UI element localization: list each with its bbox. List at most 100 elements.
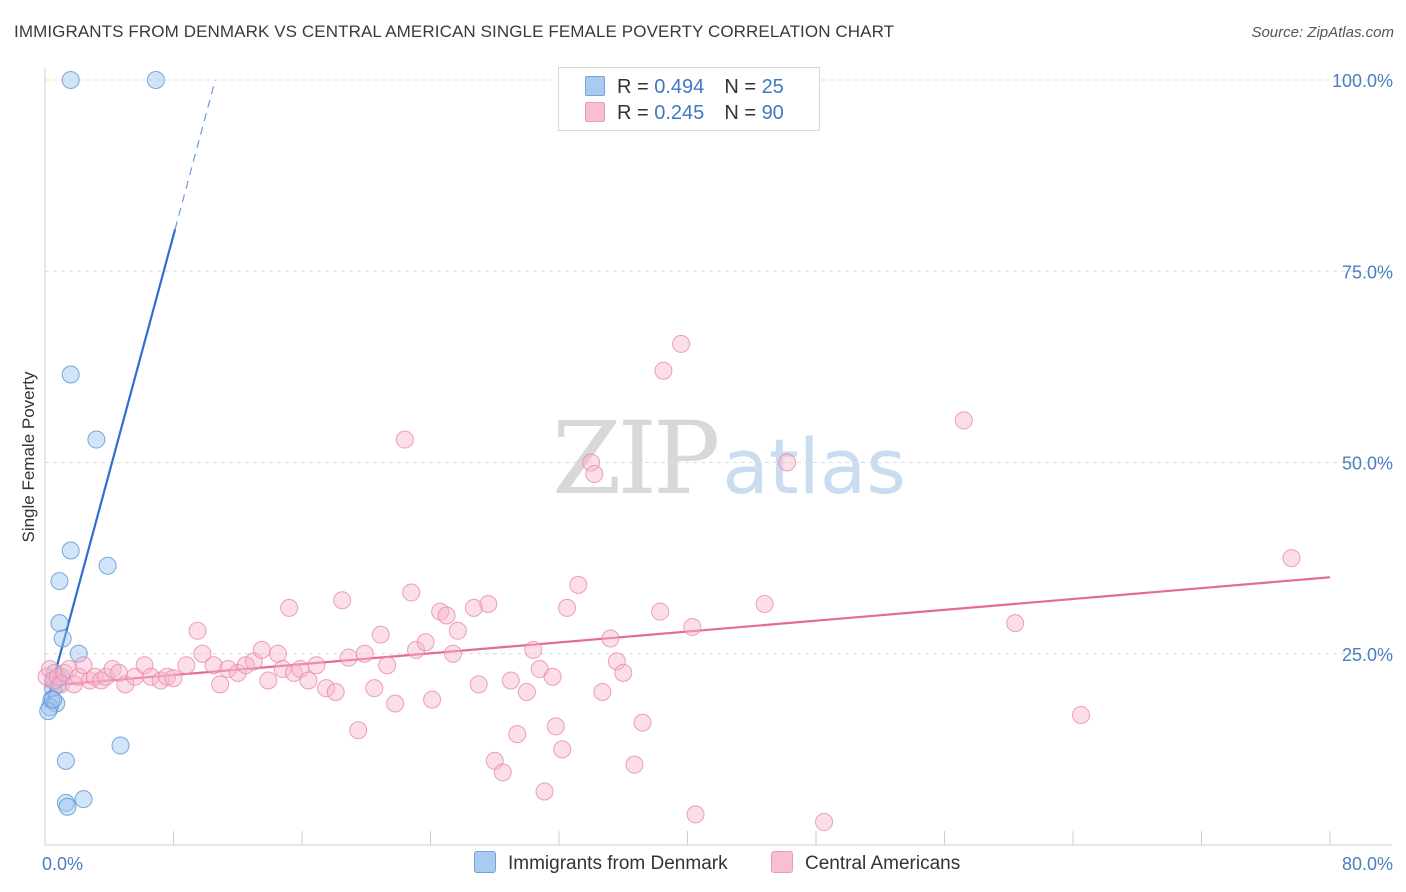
y-tick-label: 50.0% (1342, 454, 1393, 474)
central-americans-point (259, 671, 278, 690)
correlation-legend: R = 0.494 N = 25 R = 0.245 N = 90 (558, 67, 820, 131)
central-americans-point (268, 644, 287, 663)
central-americans-point (448, 621, 467, 640)
denmark-point (74, 790, 93, 809)
bottom-legend-label: Immigrants from Denmark (508, 853, 728, 874)
legend-row-denmark: R = 0.494 N = 25 (585, 76, 784, 102)
denmark-point (61, 541, 80, 560)
central-americans-point (607, 652, 626, 671)
central-americans-point (464, 598, 483, 617)
central-americans-point (543, 667, 562, 686)
central-americans-point (164, 669, 183, 688)
legend-n-value: 25 (761, 76, 784, 98)
legend-n-label: N = (724, 76, 762, 98)
central-americans-point (755, 595, 774, 614)
legend-r-label: R = (617, 76, 655, 98)
central-americans-point (686, 805, 705, 824)
denmark-point (58, 797, 77, 816)
central-americans-point (349, 721, 368, 740)
bottom-legend-swatch-central-americans (771, 851, 793, 873)
central-americans-point (569, 575, 588, 594)
central-americans-point (601, 629, 620, 648)
central-americans-point (371, 625, 390, 644)
watermark-atlas: atlas (722, 422, 906, 511)
central-americans-point (1282, 549, 1301, 568)
central-americans-point (672, 334, 691, 353)
central-americans-point (535, 782, 554, 801)
central-americans-point (416, 633, 435, 652)
central-americans-point (211, 675, 230, 694)
denmark-point (50, 614, 69, 633)
central-americans-point (339, 648, 358, 667)
central-americans-point (437, 606, 456, 625)
zipatlas-watermark: ZIPatlas (552, 400, 906, 517)
central-americans-point (142, 667, 161, 686)
central-americans-point (407, 640, 426, 659)
central-americans-point (815, 813, 834, 832)
central-americans-point (683, 617, 702, 636)
legend-n-label: N = (724, 102, 762, 124)
y-tick-label: 75.0% (1342, 262, 1393, 282)
denmark-point (44, 690, 63, 709)
central-americans-point (558, 598, 577, 617)
central-americans-point (778, 453, 797, 472)
denmark-trend-extension (174, 79, 216, 230)
central-americans-point (69, 667, 88, 686)
bottom-legend-denmark: Immigrants from Denmark (474, 851, 728, 875)
central-americans-point (501, 671, 520, 690)
central-americans-point (74, 656, 93, 675)
central-americans-point (219, 660, 238, 679)
central-americans-point (177, 656, 196, 675)
central-americans-point (1072, 705, 1091, 724)
central-americans-point (443, 644, 462, 663)
central-americans-point (625, 755, 644, 774)
central-americans-point (593, 683, 612, 701)
central-americans-point (402, 583, 421, 602)
x-tick-label: 80.0% (1342, 854, 1393, 874)
x-tick-label: 0.0% (42, 854, 83, 874)
legend-row-central-americans: R = 0.245 N = 90 (585, 102, 784, 128)
source-label: Source: ZipAtlas.com (1251, 24, 1394, 41)
central-americans-point (378, 656, 397, 675)
central-americans-point (1006, 614, 1025, 633)
axis-labels: 25.0% 50.0% 75.0% 100.0% 0.0% 80.0% Single Fem… (19, 71, 1393, 874)
central-americans-point (469, 675, 488, 694)
denmark-point (56, 751, 75, 770)
denmark-point (61, 71, 80, 89)
central-americans-point (273, 660, 292, 679)
denmark-point (87, 430, 106, 449)
central-americans-point (585, 464, 604, 483)
central-americans-point (326, 683, 345, 701)
central-americans-point (546, 717, 565, 736)
denmark-trend-line (44, 228, 177, 708)
watermark-zip: ZIP (552, 400, 720, 517)
central-americans-point (317, 679, 336, 698)
central-americans-point (386, 694, 405, 713)
central-americans-point (135, 656, 154, 675)
bottom-legend-central-americans: Central Americans (771, 851, 960, 875)
denmark-point (61, 365, 80, 384)
y-tick-label: 25.0% (1342, 645, 1393, 665)
grid-lines (45, 79, 1392, 655)
bottom-legend-swatch-denmark (474, 851, 496, 873)
central-americans-point (654, 361, 673, 380)
trend-lines (44, 79, 1331, 708)
central-americans-point (479, 595, 498, 614)
denmark-point (50, 572, 69, 591)
central-americans-point (582, 453, 601, 472)
central-americans-point (307, 656, 326, 675)
chart-title: IMMIGRANTS FROM DENMARK VS CENTRAL AMERI… (14, 22, 895, 41)
central-americans-point (524, 640, 543, 659)
axes (44, 68, 1392, 846)
central-americans-point (423, 690, 442, 709)
y-tick-label: 100.0% (1332, 71, 1393, 91)
central-americans-point (333, 591, 352, 610)
central-americans-point (508, 725, 527, 744)
central-americans-point (493, 763, 512, 782)
legend-r-value: 0.245 (654, 102, 705, 124)
denmark-point (98, 556, 117, 575)
bottom-legend-label: Central Americans (805, 853, 961, 874)
central-americans-point (954, 411, 973, 430)
central-americans-point (188, 621, 207, 640)
central-americans-point (193, 644, 212, 663)
